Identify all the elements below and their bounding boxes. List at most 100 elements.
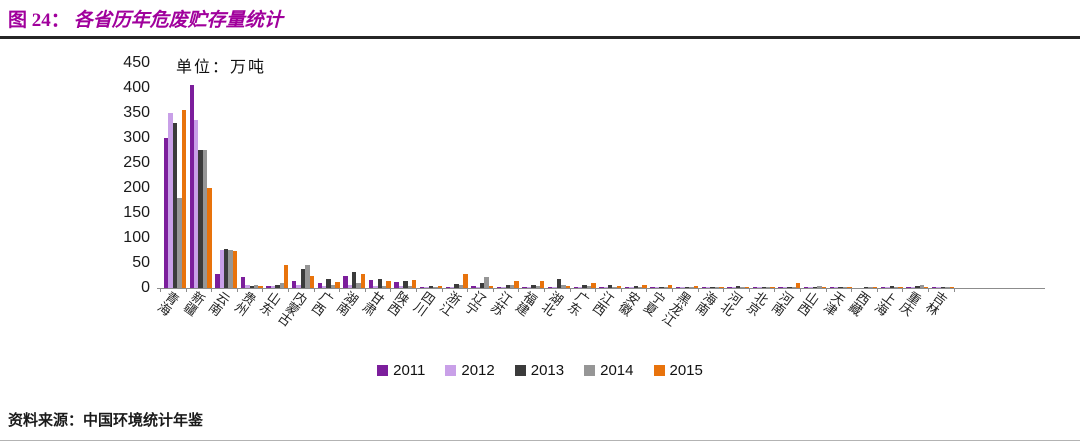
bar-广西-2011 [317, 283, 322, 288]
x-axis-tick-mark [390, 289, 392, 292]
x-axis-tick-mark [825, 289, 827, 292]
bar-新疆-2014 [202, 150, 208, 288]
x-axis-tick-mark [723, 289, 725, 292]
x-axis-tick-mark [441, 289, 443, 292]
bar-重庆-2012 [910, 287, 916, 288]
bar-广东-2013 [582, 285, 587, 288]
x-axis-category-label: 广西 [307, 287, 336, 318]
bar-江苏-2011 [496, 287, 502, 288]
bar-北京-2013 [761, 287, 766, 288]
bar-广西-2012 [322, 286, 327, 288]
bar-广东-2011 [573, 287, 578, 288]
x-axis-tick-mark [697, 289, 699, 292]
bar-陕西-2015 [412, 280, 417, 288]
bar-宁夏-2014 [663, 287, 668, 288]
y-axis-tick-label: 350 [123, 104, 150, 121]
bar-四川-2011 [420, 287, 425, 288]
bar-贵州-2014 [254, 285, 259, 288]
bar-河北-2015 [744, 287, 750, 288]
bar-陕西-2012 [398, 286, 404, 288]
bar-青海-2013 [172, 123, 178, 288]
legend-item-2013: 2013 [514, 362, 564, 379]
bar-河南-2014 [791, 287, 796, 288]
bar-山西-2012 [808, 287, 813, 288]
bar-新疆-2015 [207, 188, 212, 288]
x-axis-tick-mark [928, 289, 929, 292]
bar-上海-2012 [885, 287, 890, 288]
x-axis-category-label: 上海 [870, 287, 899, 318]
x-axis-category-label: 北京 [742, 287, 771, 318]
y-axis-tick-label: 300 [123, 129, 150, 146]
bar-海南-2013 [710, 287, 715, 288]
chart-legend: 2011 2012 2013 2014 2015 [0, 362, 1080, 379]
x-axis-category-label: 浙江 [435, 287, 464, 318]
bar-黑龙江-2012 [680, 287, 685, 288]
bar-新疆-2013 [198, 150, 203, 288]
bar-海南-2011 [701, 287, 706, 288]
bar-广东-2015 [591, 283, 596, 288]
bar-辽宁-2015 [488, 286, 494, 288]
bar-山东-2011 [266, 286, 271, 288]
bar-新疆-2011 [189, 85, 194, 288]
bar-重庆-2011 [906, 287, 911, 288]
x-axis-tick-mark [902, 289, 904, 292]
x-axis-category-label: 福建 [512, 287, 540, 318]
bar-广东-2012 [578, 287, 583, 288]
x-axis-category-label: 云南 [205, 287, 233, 318]
x-axis-tick-mark [851, 289, 853, 292]
bar-上海-2011 [880, 287, 886, 288]
bar-云南-2014 [228, 250, 233, 288]
bar-上海-2013 [889, 286, 894, 288]
bar-内蒙古-2013 [300, 269, 306, 288]
bar-辽宁-2013 [480, 283, 485, 288]
bar-湖南-2013 [352, 272, 357, 288]
bar-湖北-2012 [552, 287, 557, 288]
bar-云南-2015 [232, 251, 238, 288]
x-axis-tick-mark [569, 289, 571, 292]
x-axis-category-label: 吉林 [922, 287, 950, 318]
x-axis-tick-mark [774, 289, 776, 292]
bar-海南-2015 [719, 287, 724, 288]
bar-新疆-2012 [194, 120, 199, 288]
legend-item-2011: 2011 [377, 362, 425, 379]
bar-海南-2014 [714, 287, 720, 288]
x-axis-tick-mark [672, 289, 673, 292]
bar-广西-2014 [330, 285, 336, 288]
bar-陕西-2014 [407, 286, 412, 288]
bar-湖北-2015 [565, 286, 570, 288]
bar-贵州-2013 [249, 286, 254, 288]
bar-山东-2012 [270, 286, 276, 288]
bar-黑龙江-2014 [689, 287, 694, 288]
legend-item-2015: 2015 [653, 362, 703, 379]
x-axis-tick-mark [160, 289, 161, 292]
unit-label: 单位：万吨 [176, 59, 267, 76]
x-axis-category-label: 江苏 [486, 287, 515, 318]
bar-内蒙古-2011 [292, 281, 297, 288]
bar-吉林-2013 [940, 287, 946, 288]
x-axis-category-label: 安徽 [614, 287, 643, 318]
bar-江西-2013 [608, 285, 613, 288]
bar-宁夏-2012 [654, 287, 660, 288]
x-axis-category-label: 山西 [794, 287, 822, 318]
bar-吉林-2011 [932, 287, 937, 288]
bar-福建-2014 [535, 286, 540, 288]
bar-北京-2014 [766, 287, 771, 288]
x-axis-tick-mark [236, 289, 238, 292]
x-axis-category-label: 湖南 [333, 287, 361, 318]
bar-内蒙古-2015 [309, 276, 314, 288]
bar-辽宁-2012 [475, 287, 480, 288]
figure-number-label: 图 24： [8, 10, 70, 31]
bar-山东-2013 [275, 285, 280, 288]
bar-云南-2012 [219, 250, 224, 288]
bar-云南-2013 [224, 249, 229, 288]
bar-安徽-2013 [633, 286, 638, 288]
legend-label: 2014 [600, 362, 634, 379]
bar-海南-2012 [706, 287, 711, 288]
bar-湖南-2012 [347, 285, 352, 288]
x-axis-tick-mark [748, 289, 750, 292]
bar-青海-2011 [164, 138, 169, 288]
legend-item-2012: 2012 [445, 362, 495, 379]
bar-西藏-2014 [868, 287, 873, 288]
